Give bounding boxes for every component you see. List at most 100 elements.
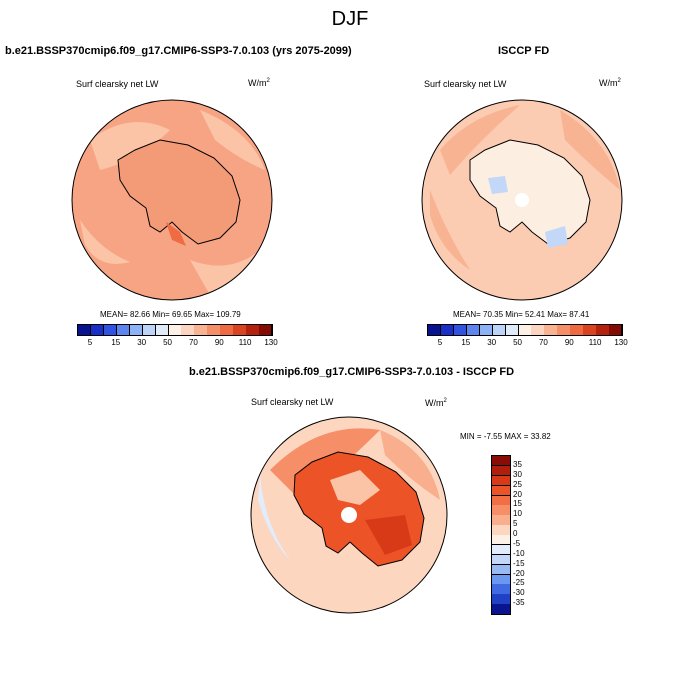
colorbar-swatch xyxy=(259,325,273,335)
colorbar-swatch xyxy=(492,604,510,615)
panel3-boundary xyxy=(250,416,448,614)
panel2-contour-mid3 xyxy=(430,190,470,270)
colorbar-swatch xyxy=(129,325,144,335)
panel1-units: W/m2 xyxy=(248,78,270,88)
colorbar-swatch xyxy=(492,456,510,467)
panel2-negative-patch xyxy=(488,176,508,194)
panel3-units: W/m2 xyxy=(425,398,447,408)
colorbar-swatch xyxy=(181,325,195,335)
colorbar-swatch xyxy=(544,325,558,335)
colorbar-tick-label: -35 xyxy=(513,598,525,608)
panel1-title: b.e21.BSSP370cmip6.f09_g17.CMIP6-SSP3-7.… xyxy=(5,45,352,57)
colorbar-swatch xyxy=(492,495,510,506)
panel3-colorbar xyxy=(491,455,511,615)
colorbar-tick-label: 35 xyxy=(513,459,522,469)
colorbar-swatch xyxy=(492,535,510,546)
colorbar-swatch xyxy=(492,515,510,526)
colorbar-tick-label: 30 xyxy=(513,469,522,479)
colorbar-swatch xyxy=(492,584,510,595)
colorbar-tick-label: 130 xyxy=(614,338,628,347)
colorbar-swatch xyxy=(492,485,510,496)
colorbar-tick-label: 5 xyxy=(437,338,443,347)
colorbar-swatch xyxy=(453,325,468,335)
colorbar-tick-label: 25 xyxy=(513,479,522,489)
colorbar-swatch xyxy=(194,325,208,335)
colorbar-tick-label: 30 xyxy=(137,338,147,347)
colorbar-swatch xyxy=(155,325,170,335)
colorbar-tick-label: 70 xyxy=(538,338,548,347)
colorbar-tick-label: 5 xyxy=(513,519,518,529)
panel3-contour-cool xyxy=(258,470,290,560)
colorbar-swatch xyxy=(492,325,507,335)
panel1-contour-light2 xyxy=(200,110,265,170)
colorbar-tick-label: 15 xyxy=(513,499,522,509)
panel2-boundary xyxy=(421,99,623,301)
colorbar-tick-label: -25 xyxy=(513,578,525,588)
panel2-colorbar-labels: 5 15 30 50 70 90 110 130 xyxy=(427,338,628,350)
panel2-contour-mid2 xyxy=(560,110,620,190)
panel2-stats: MEAN= 70.35 Min= 52.41 Max= 87.41 xyxy=(453,310,590,319)
panel2-colorbar xyxy=(427,324,623,336)
panel2-negative-patch2 xyxy=(545,226,568,248)
colorbar-swatch xyxy=(492,525,510,536)
colorbar-swatch xyxy=(479,325,494,335)
panel3-variable: Surf clearsky net LW xyxy=(251,397,334,407)
colorbar-tick-label: 90 xyxy=(564,338,574,347)
colorbar-tick-label: -30 xyxy=(513,588,525,598)
colorbar-swatch xyxy=(78,325,92,335)
colorbar-swatch xyxy=(518,325,532,335)
panel2-pole-hole xyxy=(515,193,529,207)
panel1-variable: Surf clearsky net LW xyxy=(76,79,159,89)
panel1-contour-light4 xyxy=(80,220,130,264)
colorbar-tick-label: 70 xyxy=(188,338,198,347)
colorbar-swatch xyxy=(116,325,131,335)
panel1-colorbar-labels: 5 15 30 50 70 90 110 130 xyxy=(77,338,278,350)
colorbar-swatch xyxy=(583,325,597,335)
colorbar-swatch xyxy=(596,325,610,335)
colorbar-swatch xyxy=(570,325,584,335)
colorbar-swatch xyxy=(609,325,623,335)
colorbar-swatch xyxy=(492,465,510,477)
panel3-stats: MIN = -7.55 MAX = 33.82 xyxy=(460,432,551,441)
colorbar-swatch xyxy=(492,594,510,605)
colorbar-tick-label: -5 xyxy=(513,538,521,548)
colorbar-swatch xyxy=(492,475,510,487)
panel1-contour-light3 xyxy=(190,250,260,295)
colorbar-swatch xyxy=(531,325,545,335)
colorbar-swatch xyxy=(246,325,260,335)
panel1-ross-hotspot xyxy=(166,222,186,246)
colorbar-tick-label: 90 xyxy=(214,338,224,347)
colorbar-swatch xyxy=(492,564,510,575)
colorbar-swatch xyxy=(90,325,105,335)
panel3-title: b.e21.BSSP370cmip6.f09_g17.CMIP6-SSP3-7.… xyxy=(189,366,515,378)
panel1-boundary xyxy=(71,99,273,301)
colorbar-tick-label: 110 xyxy=(238,338,252,347)
colorbar-swatch xyxy=(428,325,442,335)
colorbar-swatch xyxy=(440,325,455,335)
panel1-stats: MEAN= 82.66 Min= 69.65 Max= 109.79 xyxy=(100,310,241,319)
colorbar-tick-label: 0 xyxy=(513,529,518,538)
panel1-antarctica xyxy=(117,139,241,245)
colorbar-tick-label: -15 xyxy=(513,558,525,568)
colorbar-tick-label: 15 xyxy=(111,338,121,347)
colorbar-tick-label: 20 xyxy=(513,489,522,499)
colorbar-tick-label: 5 xyxy=(87,338,93,347)
colorbar-tick-label: -10 xyxy=(513,548,525,558)
colorbar-swatch xyxy=(142,325,157,335)
colorbar-swatch xyxy=(492,554,510,566)
colorbar-tick-label: 15 xyxy=(461,338,471,347)
colorbar-tick-label: 110 xyxy=(588,338,602,347)
panel3-interior-light xyxy=(330,470,380,505)
panel2-title: ISCCP FD xyxy=(498,45,550,57)
colorbar-swatch xyxy=(466,325,481,335)
colorbar-swatch xyxy=(103,325,118,335)
panel2-variable: Surf clearsky net LW xyxy=(424,79,507,89)
colorbar-swatch xyxy=(557,325,571,335)
colorbar-swatch xyxy=(492,574,510,585)
colorbar-tick-label: 50 xyxy=(513,338,522,347)
panel3-interior-hot xyxy=(365,515,412,555)
panel1-colorbar xyxy=(77,324,273,336)
colorbar-swatch xyxy=(233,325,247,335)
colorbar-tick-label: 50 xyxy=(163,338,172,347)
colorbar-tick-label: -20 xyxy=(513,568,525,578)
